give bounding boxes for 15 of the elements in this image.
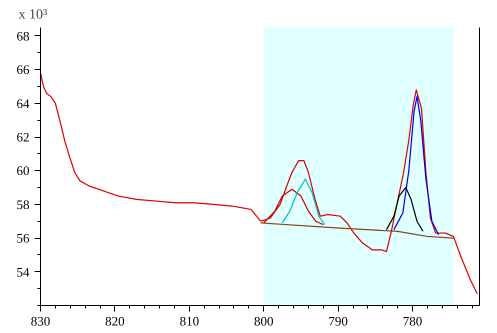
x-tick-label: 810 <box>180 314 200 328</box>
x-tick-label: 780 <box>402 314 422 328</box>
x-tick-label: 820 <box>105 314 125 328</box>
x-tick-label: 790 <box>328 314 348 328</box>
y-tick-label: 58 <box>16 196 30 212</box>
x-tick-label: 800 <box>254 314 274 328</box>
y-axis-title: x 10³ <box>18 8 48 22</box>
y-tick-label: 60 <box>16 163 30 178</box>
y-tick-label: 56 <box>16 230 30 246</box>
y-tick-label: 66 <box>16 62 30 78</box>
x-tick-label: 830 <box>30 314 50 328</box>
y-tick-label: 64 <box>16 96 30 111</box>
y-tick-label: 54 <box>16 264 30 280</box>
y-tick-label: 62 <box>16 130 30 145</box>
y-tick-label: 68 <box>16 28 30 44</box>
